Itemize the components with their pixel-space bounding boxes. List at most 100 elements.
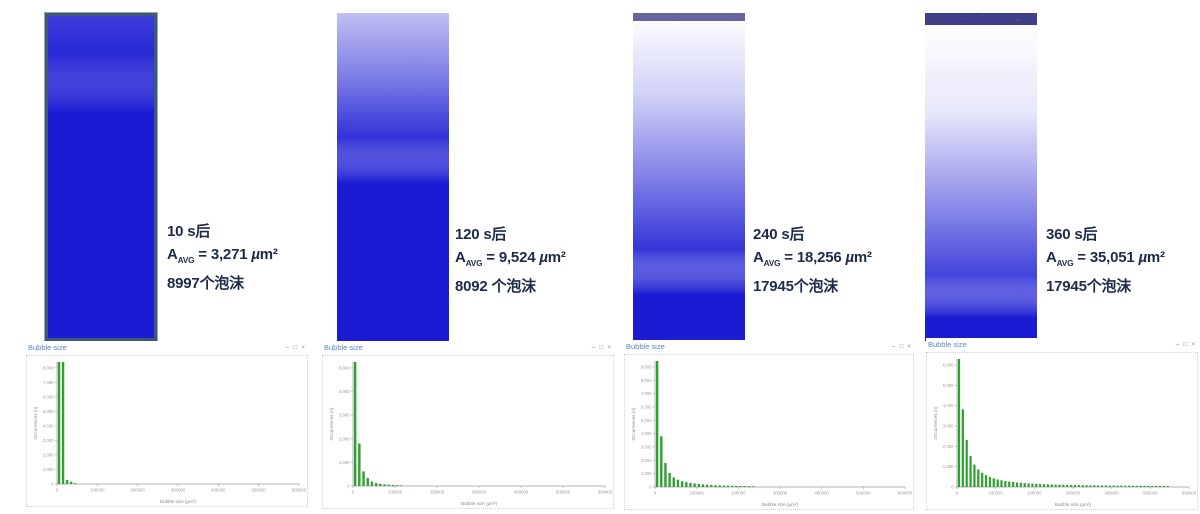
svg-text:5,000: 5,000 bbox=[943, 383, 954, 388]
svg-text:100000: 100000 bbox=[388, 490, 403, 495]
svg-text:500000: 500000 bbox=[556, 490, 571, 495]
window-title: Bubble size bbox=[928, 340, 967, 349]
svg-text:3,000: 3,000 bbox=[43, 438, 54, 443]
svg-text:5,000: 5,000 bbox=[641, 418, 652, 423]
minimize-icon[interactable]: – bbox=[1175, 341, 1180, 348]
svg-text:500000: 500000 bbox=[251, 488, 266, 493]
svg-text:600000: 600000 bbox=[598, 490, 613, 495]
bubble-count-label: 17945个泡沫 bbox=[1046, 278, 1132, 295]
window-titlebar[interactable]: Bubble size – □ × bbox=[926, 338, 1198, 351]
svg-text:0: 0 bbox=[56, 488, 59, 493]
avg-area-label: AAVG = 9,524 µm² bbox=[455, 249, 566, 268]
bubble-count-label: 17945个泡沫 bbox=[753, 278, 839, 295]
svg-text:0: 0 bbox=[951, 485, 954, 490]
foam-image-360s bbox=[925, 13, 1037, 341]
svg-text:1,000: 1,000 bbox=[943, 464, 954, 469]
time-label: 360 s后 bbox=[1046, 226, 1098, 243]
svg-text:Occurrences (n): Occurrences (n) bbox=[329, 407, 334, 440]
close-icon[interactable]: × bbox=[301, 344, 305, 351]
svg-text:1,000: 1,000 bbox=[339, 460, 350, 465]
window-titlebar[interactable]: Bubble size – □ × bbox=[624, 340, 914, 353]
annotation-10s: 10 s后 AAVG = 3,271 µm² 8997个泡沫 bbox=[167, 220, 317, 295]
svg-text:2,000: 2,000 bbox=[43, 452, 54, 457]
histogram-plot: 0 1,000 2,000 3,000 4,000 5,000 6,000 7,000 8,00… bbox=[26, 355, 308, 507]
svg-text:200000: 200000 bbox=[130, 488, 145, 493]
maximize-icon[interactable]: □ bbox=[293, 344, 298, 351]
svg-text:500000: 500000 bbox=[856, 491, 871, 496]
window-title: Bubble size bbox=[28, 343, 67, 352]
histogram-plot: 0 1,000 2,000 3,000 4,000 5,000 6,000 0 100000 20… bbox=[926, 352, 1198, 510]
window-title: Bubble size bbox=[324, 343, 363, 352]
svg-text:200000: 200000 bbox=[430, 490, 445, 495]
annotation-360s: 360 s后 AAVG = 35,051 µm² 17945个泡沫 bbox=[1046, 223, 1196, 298]
svg-text:0: 0 bbox=[649, 485, 652, 490]
svg-text:0: 0 bbox=[654, 491, 657, 496]
bubble-size-window-3: Bubble size – □ × 0 1,000 2,000 3,000 4,000 5… bbox=[624, 340, 914, 512]
minimize-icon[interactable]: – bbox=[285, 344, 290, 351]
svg-text:200000: 200000 bbox=[731, 491, 746, 496]
svg-text:3,000: 3,000 bbox=[943, 424, 954, 429]
svg-text:400000: 400000 bbox=[814, 491, 829, 496]
svg-text:300000: 300000 bbox=[472, 490, 487, 495]
svg-text:7,000: 7,000 bbox=[641, 391, 652, 396]
svg-text:6,000: 6,000 bbox=[43, 394, 54, 399]
svg-text:300000: 300000 bbox=[171, 488, 186, 493]
svg-text:2,000: 2,000 bbox=[943, 444, 954, 449]
svg-text:1,000: 1,000 bbox=[43, 467, 54, 472]
svg-text:3,000: 3,000 bbox=[339, 413, 350, 418]
foam-image-120s bbox=[337, 13, 449, 341]
svg-text:Occurrences (n): Occurrences (n) bbox=[631, 407, 636, 440]
close-icon[interactable]: × bbox=[607, 344, 611, 351]
maximize-icon[interactable]: □ bbox=[1183, 341, 1188, 348]
foam-image-10s bbox=[44, 12, 158, 342]
bubble-count-label: 8092 个泡沫 bbox=[455, 278, 536, 295]
time-label: 240 s后 bbox=[753, 226, 805, 243]
svg-text:300000: 300000 bbox=[1066, 491, 1081, 496]
svg-text:400000: 400000 bbox=[1104, 491, 1119, 496]
avg-area-label: AAVG = 35,051 µm² bbox=[1046, 249, 1165, 268]
svg-text:Bubble size (µm²): Bubble size (µm²) bbox=[1055, 502, 1092, 507]
svg-text:100000: 100000 bbox=[988, 491, 1003, 496]
annotation-120s: 120 s后 AAVG = 9,524 µm² 8092 个泡沫 bbox=[455, 223, 605, 298]
window-titlebar[interactable]: Bubble size – □ × bbox=[322, 341, 614, 354]
svg-text:9,000: 9,000 bbox=[641, 365, 652, 370]
avg-area-label: AAVG = 3,271 µm² bbox=[167, 246, 278, 265]
svg-text:2,000: 2,000 bbox=[339, 436, 350, 441]
svg-text:Bubble size (µm²): Bubble size (µm²) bbox=[160, 499, 197, 504]
bubble-size-window-2: Bubble size – □ × 0 1,000 2,000 3,000 4,000 5… bbox=[322, 341, 614, 511]
maximize-icon[interactable]: □ bbox=[599, 344, 604, 351]
svg-text:0: 0 bbox=[347, 484, 350, 489]
svg-text:5,000: 5,000 bbox=[339, 365, 350, 370]
svg-text:600000: 600000 bbox=[292, 488, 307, 493]
svg-text:100000: 100000 bbox=[90, 488, 105, 493]
foam-image-240s bbox=[633, 13, 745, 341]
svg-text:Occurrences (n): Occurrences (n) bbox=[933, 406, 938, 439]
svg-text:300000: 300000 bbox=[773, 491, 788, 496]
maximize-icon[interactable]: □ bbox=[899, 343, 904, 350]
svg-text:4,000: 4,000 bbox=[339, 389, 350, 394]
svg-text:1,000: 1,000 bbox=[641, 471, 652, 476]
close-icon[interactable]: × bbox=[907, 343, 911, 350]
bubble-count-label: 8997个泡沫 bbox=[167, 275, 244, 292]
svg-text:200000: 200000 bbox=[1027, 491, 1042, 496]
window-titlebar[interactable]: Bubble size – □ × bbox=[26, 341, 308, 354]
svg-text:4,000: 4,000 bbox=[943, 403, 954, 408]
svg-text:3,000: 3,000 bbox=[641, 445, 652, 450]
svg-text:100000: 100000 bbox=[689, 491, 704, 496]
histogram-plot: 0 1,000 2,000 3,000 4,000 5,000 6,000 7,000 8,00… bbox=[624, 354, 914, 510]
bubble-size-window-1: Bubble size – □ × 0 1,000 2,000 3,000 4,000 5… bbox=[26, 341, 308, 509]
time-label: 120 s后 bbox=[455, 226, 507, 243]
minimize-icon[interactable]: – bbox=[591, 344, 596, 351]
time-label: 10 s后 bbox=[167, 223, 211, 240]
svg-text:600000: 600000 bbox=[1182, 491, 1197, 496]
svg-text:8,000: 8,000 bbox=[43, 365, 54, 370]
svg-text:5,000: 5,000 bbox=[43, 409, 54, 414]
svg-text:2,000: 2,000 bbox=[641, 458, 652, 463]
svg-text:400000: 400000 bbox=[514, 490, 529, 495]
close-icon[interactable]: × bbox=[1191, 341, 1195, 348]
minimize-icon[interactable]: – bbox=[891, 343, 896, 350]
svg-text:4,000: 4,000 bbox=[43, 423, 54, 428]
svg-text:400000: 400000 bbox=[211, 488, 226, 493]
annotation-240s: 240 s后 AAVG = 18,256 µm² 17945个泡沫 bbox=[753, 223, 903, 298]
bubble-size-window-4: Bubble size – □ × 0 1,000 2,000 3,000 4,000 5… bbox=[926, 338, 1198, 512]
